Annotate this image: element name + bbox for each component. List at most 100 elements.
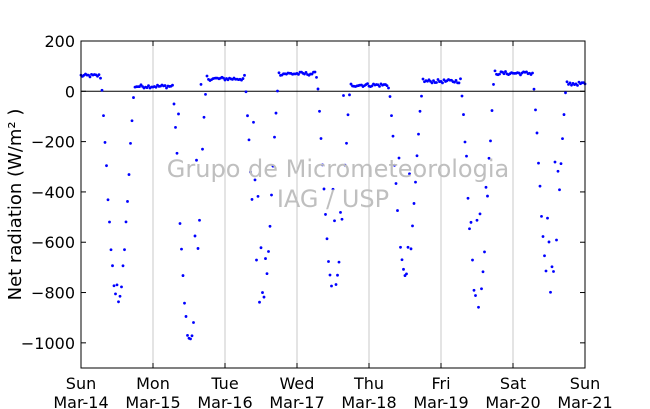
data-point [541, 235, 545, 238]
data-point [111, 264, 114, 268]
data-point [112, 284, 116, 288]
data-point [258, 300, 261, 304]
data-point [183, 301, 186, 305]
data-point [556, 169, 560, 173]
data-point [247, 138, 251, 142]
data-point [327, 260, 330, 263]
watermark-line-2: IAG / USP [277, 185, 389, 213]
data-point [100, 88, 104, 92]
y-tick-label: −200 [31, 133, 75, 152]
data-point [178, 222, 182, 225]
y-tick-label: 200 [44, 32, 75, 51]
data-point [475, 218, 479, 222]
data-point [561, 137, 564, 140]
data-point [558, 188, 561, 192]
data-point [390, 114, 393, 118]
data-point [463, 140, 467, 144]
data-point [540, 214, 543, 218]
data-point [97, 73, 101, 77]
data-point [262, 295, 266, 299]
data-point [154, 85, 158, 89]
data-point [469, 220, 473, 224]
data-point [271, 164, 275, 168]
data-point [519, 73, 522, 77]
data-point [466, 196, 470, 200]
x-tick-label-day: Wed [280, 374, 315, 393]
data-point [472, 288, 476, 292]
data-point [493, 69, 497, 73]
data-point [196, 247, 200, 250]
data-point [130, 119, 134, 123]
data-point [336, 273, 339, 277]
data-point [406, 245, 410, 249]
data-point [129, 141, 132, 145]
data-point [418, 109, 422, 113]
data-point [316, 87, 320, 91]
y-tick-label: −800 [31, 284, 75, 303]
x-tick-label-day: Mon [136, 374, 170, 393]
data-point [388, 95, 392, 98]
data-point [318, 109, 321, 113]
data-point [334, 283, 338, 286]
data-point [259, 246, 263, 250]
data-point [366, 82, 369, 85]
data-point [145, 86, 149, 89]
plot-frame [80, 40, 586, 369]
data-point [114, 292, 117, 296]
data-point [489, 139, 492, 143]
data-point [468, 227, 471, 231]
x-tick-label-date: Mar-15 [125, 393, 180, 409]
y-tick-label: −400 [31, 183, 75, 202]
data-point [304, 70, 308, 74]
data-point [267, 250, 270, 253]
data-point [202, 115, 206, 119]
data-point [435, 81, 438, 84]
data-point [370, 84, 374, 88]
data-point [337, 260, 341, 264]
data-point [132, 96, 135, 99]
grid-lines [152, 41, 514, 368]
data-point [544, 269, 548, 273]
data-point [241, 77, 245, 80]
data-point [565, 80, 569, 84]
data-point [195, 158, 198, 162]
data-point [400, 258, 404, 262]
data-point [88, 75, 92, 79]
data-point [454, 79, 458, 82]
data-point [165, 86, 168, 90]
data-point [193, 234, 197, 238]
data-point [201, 147, 204, 151]
data-point [486, 194, 489, 198]
data-point [394, 182, 398, 185]
data-point [190, 334, 194, 338]
data-point [532, 87, 536, 91]
data-point [222, 76, 225, 80]
data-point [310, 72, 314, 76]
data-point [543, 254, 546, 258]
data-point [246, 114, 249, 118]
data-point [430, 81, 434, 85]
data-point [340, 217, 344, 221]
y-axis-label: Net radiation (W/m² ) [5, 109, 26, 301]
data-point [198, 218, 201, 222]
data-point [409, 247, 413, 251]
data-point [331, 187, 335, 191]
data-point [244, 90, 248, 94]
data-point [550, 265, 554, 269]
data-point [436, 78, 440, 81]
data-point [333, 219, 336, 223]
data-point [345, 141, 348, 145]
data-point [163, 84, 167, 87]
data-point [147, 84, 150, 88]
y-tick-label: 0 [65, 82, 75, 101]
data-point [553, 160, 557, 164]
data-point [120, 285, 123, 289]
x-tick-label-date: Mar-19 [413, 393, 468, 409]
data-point [547, 240, 551, 244]
data-point [273, 135, 276, 139]
data-point [399, 245, 402, 249]
data-point [576, 84, 579, 87]
data-point [465, 154, 468, 158]
x-tick-label-day: Sat [500, 374, 526, 393]
